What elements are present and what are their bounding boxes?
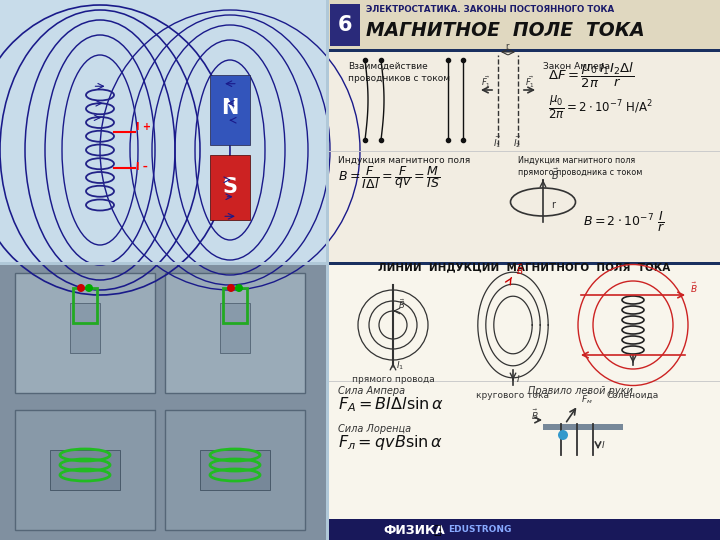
Bar <box>73 288 97 323</box>
Text: 6: 6 <box>338 15 352 35</box>
Text: ЭЛЕКТРОСТАТИКА. ЗАКОНЫ ПОСТОЯННОГО ТОКА: ЭЛЕКТРОСТАТИКА. ЗАКОНЫ ПОСТОЯННОГО ТОКА <box>366 4 614 14</box>
Text: $F_л = qvB\sin\alpha$: $F_л = qvB\sin\alpha$ <box>338 434 443 453</box>
Circle shape <box>227 284 235 292</box>
Text: ФИЗИКА: ФИЗИКА <box>383 523 445 537</box>
Bar <box>328 381 720 382</box>
Circle shape <box>77 284 85 292</box>
Text: 🔥: 🔥 <box>433 523 441 537</box>
Text: $\vec{F_м}$: $\vec{F_м}$ <box>581 391 593 407</box>
Bar <box>328 0 720 540</box>
Circle shape <box>558 430 568 440</box>
Bar <box>328 0 720 50</box>
Text: МАГНИТНОЕ  ПОЛЕ  ТОКА: МАГНИТНОЕ ПОЛЕ ТОКА <box>366 21 644 39</box>
Text: $\vec{F_1}$: $\vec{F_1}$ <box>481 75 491 91</box>
Text: $\Delta F = \dfrac{\mu_0}{2\pi} \dfrac{I_1 I_2 \Delta l}{r}$: $\Delta F = \dfrac{\mu_0}{2\pi} \dfrac{I… <box>548 60 634 90</box>
Text: $F_A = BI\Delta l\sin\alpha$: $F_A = BI\Delta l\sin\alpha$ <box>338 396 444 414</box>
Bar <box>210 75 250 145</box>
Bar <box>70 303 100 353</box>
Bar <box>326 0 329 540</box>
Bar <box>210 155 250 220</box>
Bar <box>328 151 720 152</box>
Text: Сила Лоренца: Сила Лоренца <box>338 424 411 434</box>
Text: I –: I – <box>136 162 148 172</box>
Bar <box>543 424 623 430</box>
Bar <box>328 49 720 52</box>
Bar <box>328 519 720 540</box>
Bar <box>220 303 250 353</box>
Text: $\vec{I_2}$: $\vec{I_2}$ <box>513 135 522 151</box>
Text: Взаимодействие
проводников с током: Взаимодействие проводников с током <box>348 62 450 83</box>
Bar <box>165 410 305 530</box>
Text: кругового тока: кругового тока <box>477 390 549 400</box>
Circle shape <box>85 284 93 292</box>
Bar <box>15 273 155 393</box>
Circle shape <box>235 284 243 292</box>
Text: $\vec{B}$: $\vec{B}$ <box>551 167 559 182</box>
Text: Закон Ампера: Закон Ампера <box>543 62 610 71</box>
Bar <box>0 262 328 265</box>
Text: Соленоида: Соленоида <box>607 390 659 400</box>
Text: I +: I + <box>136 122 151 132</box>
Bar <box>15 410 155 530</box>
Text: $\vec{I_1}$: $\vec{I_1}$ <box>493 135 502 151</box>
Text: $I$: $I$ <box>601 439 606 450</box>
Bar <box>50 450 120 490</box>
Text: Индукция магнитного поля: Индукция магнитного поля <box>338 156 470 165</box>
Text: $B = 2 \cdot 10^{-7}\ \dfrac{I}{r}$: $B = 2 \cdot 10^{-7}\ \dfrac{I}{r}$ <box>583 210 665 234</box>
Text: $\vec{B}$: $\vec{B}$ <box>690 281 698 295</box>
Text: $\vec{B}$: $\vec{B}$ <box>516 263 523 277</box>
Bar <box>0 0 328 263</box>
Text: прямого провода: прямого провода <box>351 375 434 384</box>
Text: N: N <box>221 98 239 118</box>
Bar <box>0 263 328 540</box>
Text: Сила Ампера: Сила Ампера <box>338 386 405 396</box>
Text: $\dfrac{\mu_0}{2\pi} = 2 \cdot 10^{-7}\ \mathrm{H/A^2}$: $\dfrac{\mu_0}{2\pi} = 2 \cdot 10^{-7}\ … <box>548 94 653 122</box>
Text: $\vec{B}$: $\vec{B}$ <box>398 297 405 311</box>
Bar <box>200 450 270 490</box>
Text: ЛИНИИ  ИНДУКЦИИ  МАГНИТНОГО  ПОЛЯ  ТОКА: ЛИНИИ ИНДУКЦИИ МАГНИТНОГО ПОЛЯ ТОКА <box>378 262 670 272</box>
Text: $\vec{B}$: $\vec{B}$ <box>531 408 539 422</box>
Bar <box>328 263 720 520</box>
Bar <box>330 4 360 46</box>
Text: r: r <box>505 42 508 51</box>
Bar <box>223 288 247 323</box>
Text: $I_1$: $I_1$ <box>396 359 404 372</box>
Text: $B = \dfrac{F}{I\Delta l} = \dfrac{F}{qv} = \dfrac{M}{IS}$: $B = \dfrac{F}{I\Delta l} = \dfrac{F}{qv… <box>338 165 441 192</box>
Text: r: r <box>551 200 555 210</box>
Text: Индукция магнитного поля
прямого проводника с током: Индукция магнитного поля прямого проводн… <box>518 156 642 177</box>
Text: $\vec{F_1}$: $\vec{F_1}$ <box>525 75 535 91</box>
Text: Правило левой руки: Правило левой руки <box>528 386 633 396</box>
Text: EDUSTRONG: EDUSTRONG <box>448 525 511 535</box>
Bar <box>328 262 720 265</box>
Bar <box>165 273 305 393</box>
Text: $I$: $I$ <box>516 373 521 384</box>
Text: S: S <box>222 177 238 197</box>
